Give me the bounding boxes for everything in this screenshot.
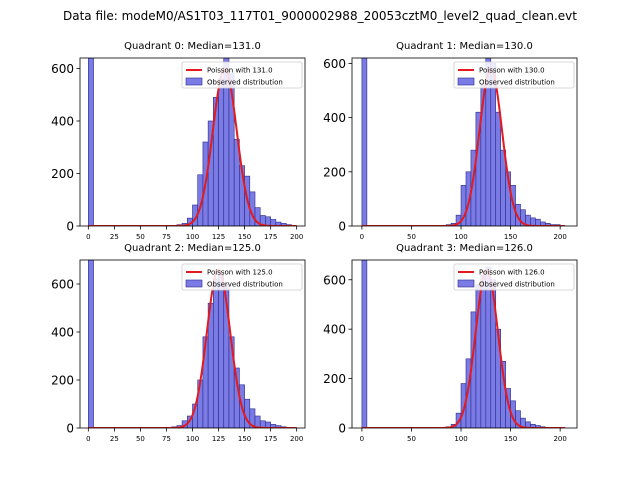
x-tick-label: 100 bbox=[186, 233, 199, 241]
x-tick-label: 0 bbox=[86, 233, 90, 241]
histogram-bar bbox=[213, 278, 219, 428]
legend-box bbox=[181, 61, 303, 89]
legend-patch-swatch bbox=[185, 77, 203, 86]
legend-label: Observed distribution bbox=[207, 79, 283, 87]
histogram-bar bbox=[88, 58, 94, 226]
histogram-bar bbox=[485, 267, 492, 428]
y-tick-label: 600 bbox=[51, 278, 74, 292]
histogram-bar bbox=[361, 260, 368, 428]
quadrant-2-legend: Poisson with 125.0 Observed distribution bbox=[181, 263, 303, 291]
y-tick-label: 600 bbox=[323, 57, 346, 71]
quadrant-0-title: Quadrant 0: Median=131.0 bbox=[124, 41, 261, 52]
x-tick-label: 100 bbox=[186, 435, 199, 443]
quadrant-3-bars bbox=[361, 260, 546, 428]
legend-label: Observed distribution bbox=[479, 281, 555, 289]
x-tick-label: 100 bbox=[454, 435, 467, 443]
quadrant-1-panel: 0 50 100 150 200 0 200 400 600 Quadrant 1: Median… bbox=[323, 41, 578, 241]
y-tick-label: 0 bbox=[338, 220, 346, 234]
x-tick-label: 150 bbox=[504, 233, 517, 241]
quadrant-0-bars bbox=[88, 58, 292, 226]
histogram-bar bbox=[218, 274, 225, 428]
legend-label: Poisson with 130.0 bbox=[479, 67, 545, 75]
y-tick-label: 400 bbox=[323, 111, 346, 125]
x-tick-label: 125 bbox=[212, 233, 225, 241]
legend-label: Observed distribution bbox=[207, 281, 283, 289]
quadrant-1-axes-frame bbox=[351, 57, 578, 227]
x-tick-label: 150 bbox=[238, 233, 251, 241]
x-tick-label: 25 bbox=[110, 233, 119, 241]
y-tick-label: 600 bbox=[51, 62, 74, 76]
quadrant-2-title: Quadrant 2: Median=125.0 bbox=[124, 243, 261, 254]
y-tick-label: 0 bbox=[66, 422, 74, 436]
y-tick-label: 600 bbox=[323, 273, 346, 287]
x-tick-label: 200 bbox=[553, 233, 566, 241]
y-tick-label: 200 bbox=[51, 374, 74, 388]
legend-box bbox=[181, 263, 303, 291]
y-tick-label: 0 bbox=[338, 422, 346, 436]
histogram-bar bbox=[480, 274, 487, 428]
quadrant-1-bars bbox=[361, 58, 561, 226]
x-tick-label: 150 bbox=[504, 435, 517, 443]
x-tick-label: 50 bbox=[136, 435, 145, 443]
quadrant-3-legend: Poisson with 126.0 Observed distribution bbox=[453, 263, 575, 291]
x-tick-label: 100 bbox=[454, 233, 467, 241]
quadrant-1-legend: Poisson with 130.0 Observed distribution bbox=[453, 61, 575, 89]
x-tick-label: 200 bbox=[553, 435, 566, 443]
y-tick-label: 400 bbox=[51, 326, 74, 340]
quadrant-3-panel: 0 50 100 150 200 0 200 400 600 Quadrant 3: Median… bbox=[323, 243, 578, 443]
legend-label: Poisson with 131.0 bbox=[207, 67, 273, 75]
histogram-bar bbox=[218, 78, 225, 226]
x-tick-label: 175 bbox=[264, 435, 277, 443]
histogram-bar bbox=[495, 111, 501, 226]
y-tick-label: 200 bbox=[323, 165, 346, 179]
y-tick-label: 200 bbox=[51, 167, 74, 181]
x-tick-label: 75 bbox=[162, 435, 171, 443]
quadrant-3-title: Quadrant 3: Median=126.0 bbox=[396, 243, 533, 254]
x-tick-label: 200 bbox=[290, 233, 303, 241]
quadrant-1-title: Quadrant 1: Median=130.0 bbox=[396, 41, 533, 52]
x-tick-label: 0 bbox=[360, 233, 364, 241]
x-tick-label: 175 bbox=[264, 233, 277, 241]
quadrant-0-legend: Poisson with 131.0 Observed distribution bbox=[181, 61, 303, 89]
x-tick-label: 50 bbox=[136, 233, 145, 241]
legend-label: Poisson with 126.0 bbox=[479, 269, 545, 277]
y-tick-label: 400 bbox=[323, 323, 346, 337]
x-tick-label: 50 bbox=[407, 435, 416, 443]
legend-patch-swatch bbox=[457, 77, 475, 86]
x-tick-label: 25 bbox=[110, 435, 119, 443]
legend-patch-swatch bbox=[185, 279, 203, 288]
x-tick-label: 75 bbox=[162, 233, 171, 241]
x-tick-label: 150 bbox=[238, 435, 251, 443]
x-tick-label: 0 bbox=[360, 435, 364, 443]
histogram-bar bbox=[88, 260, 94, 428]
y-tick-label: 200 bbox=[323, 372, 346, 386]
quadrant-3-axes-frame bbox=[351, 259, 578, 429]
legend-label: Observed distribution bbox=[479, 79, 555, 87]
y-tick-label: 400 bbox=[51, 115, 74, 129]
quadrant-2-bars bbox=[88, 260, 287, 428]
poisson-curve bbox=[88, 67, 297, 226]
x-tick-label: 0 bbox=[86, 435, 90, 443]
x-tick-label: 125 bbox=[212, 435, 225, 443]
x-tick-label: 200 bbox=[290, 435, 303, 443]
legend-box bbox=[453, 263, 575, 291]
legend-patch-swatch bbox=[457, 279, 475, 288]
quadrant-0-panel: 0 25 50 75 100 125 150 175 200 0 200 400 600 Quadrant… bbox=[51, 41, 306, 241]
x-tick-label: 50 bbox=[407, 233, 416, 241]
histogram-bar bbox=[361, 58, 368, 226]
figure-suptitle: Data file: modeM0/AS1T03_117T01_90000029… bbox=[63, 9, 577, 23]
y-tick-label: 0 bbox=[66, 220, 74, 234]
quadrant-2-panel: 0 25 50 75 100 125 150 175 200 0 200 400 600 Quadrant… bbox=[51, 243, 306, 443]
legend-box bbox=[453, 61, 575, 89]
legend-label: Poisson with 125.0 bbox=[207, 269, 273, 277]
